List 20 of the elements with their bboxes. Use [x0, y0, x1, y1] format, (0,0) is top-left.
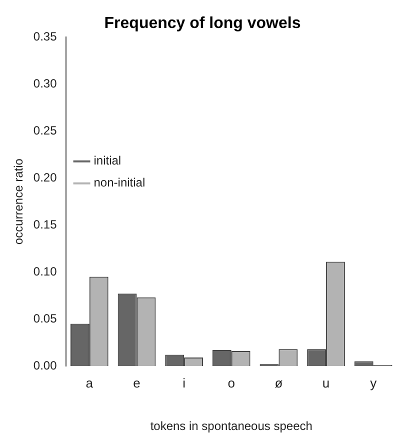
y-tick-label: 0.30 [33, 76, 58, 90]
x-tick-label: u [322, 375, 330, 390]
y-tick-label: 0.05 [33, 311, 58, 326]
legend-label: non-initial [94, 176, 146, 190]
x-tick-label: a [86, 375, 94, 390]
y-tick-label: 0.20 [33, 170, 58, 184]
y-tick-label: 0.00 [33, 358, 58, 372]
y-axis-title: occurrence ratio [12, 158, 26, 245]
y-tick-label: 0.15 [33, 217, 58, 232]
x-axis-title: tokens in spontaneous speech [150, 419, 312, 434]
chart-title: Frequency of long vowels [104, 15, 301, 32]
x-tick-label: ø [274, 375, 283, 390]
y-tick-label: 0.25 [33, 123, 58, 138]
y-tick-label: 0.10 [33, 264, 58, 278]
x-tick-label: y [370, 375, 378, 390]
x-tick-label: e [133, 375, 140, 390]
x-tick-label: i [182, 375, 186, 390]
y-tick-label: 0.35 [33, 30, 58, 44]
legend-label: initial [94, 154, 122, 168]
x-tick-label: o [228, 375, 235, 390]
